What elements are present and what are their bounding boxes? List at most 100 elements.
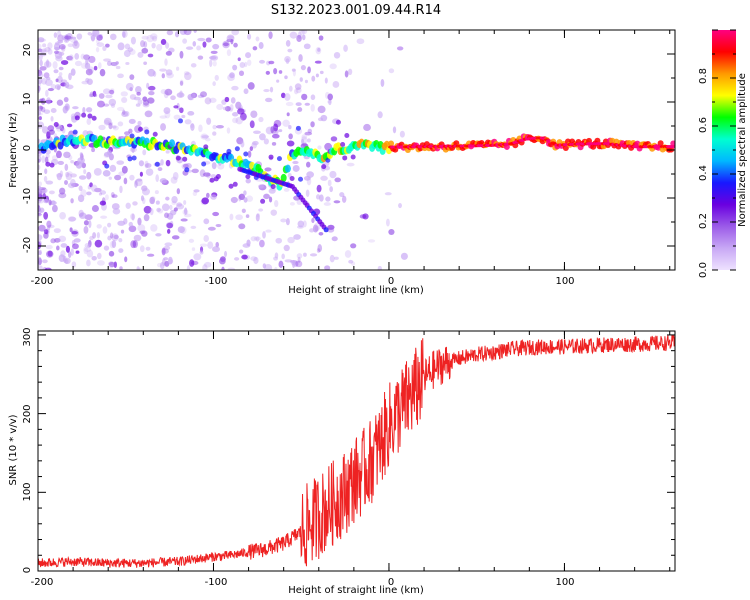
- heatmap-speckle-cell: [53, 69, 59, 74]
- heatmap-speckle-cell: [255, 36, 260, 42]
- heatmap-speckle-cell: [190, 63, 197, 68]
- heatmap-speckle-cell: [400, 252, 408, 260]
- heatmap-speckle-cell: [71, 261, 77, 268]
- heatmap-speckle-cell: [231, 112, 239, 117]
- heatmap-speckle-cell: [57, 39, 64, 44]
- heatmap-speckle-cell: [93, 168, 102, 176]
- heatmap-speckle-cell: [222, 106, 228, 111]
- heatmap-speckle-cell: [264, 263, 273, 270]
- heatmap-speckle-cell: [226, 127, 231, 134]
- heatmap-speckle-cell: [204, 261, 212, 268]
- heatmap-speckle-cell: [187, 95, 195, 101]
- heatmap-speckle-cell: [78, 175, 87, 180]
- heatmap-speckle-cell: [165, 150, 170, 154]
- heatmap-speckle-cell: [333, 200, 341, 204]
- colorbar-tick-label: 0.0: [698, 262, 709, 278]
- snr-x-tick-label: 100: [555, 577, 574, 588]
- heatmap-speckle-cell: [55, 78, 59, 83]
- heatmap-speckle-cell: [96, 42, 105, 48]
- heatmap-speckle-cell: [197, 37, 206, 42]
- heatmap-speckle-cell: [252, 46, 258, 51]
- heatmap-speckle-cell: [190, 93, 196, 98]
- heatmap-speckle-cell: [165, 51, 173, 56]
- heatmap-speckle-cell: [108, 261, 116, 268]
- snr-x-tick-label: 0: [388, 577, 394, 588]
- heatmap-speckle-cell: [64, 35, 72, 40]
- heatmap-speckle-cell: [96, 224, 102, 229]
- heatmap-speckle-cell: [46, 227, 51, 231]
- heatmap-speckle-cell: [80, 53, 86, 60]
- heatmap-speckle-cell: [38, 69, 43, 77]
- heatmap-speckle-cell: [201, 135, 210, 139]
- heatmap-speckle-cell: [331, 236, 338, 242]
- heatmap-speckle-cell: [64, 103, 70, 111]
- heatmap-speckle-cell: [49, 190, 55, 195]
- heatmap-speckle-cell: [250, 110, 258, 118]
- heatmap-speckle-cell: [123, 218, 128, 225]
- heatmap-speckle-cell: [377, 265, 382, 270]
- heatmap-speckle-cell: [301, 134, 308, 140]
- heatmap-speckle-cell: [188, 238, 195, 243]
- heatmap-speckle-cell: [347, 68, 353, 76]
- heatmap-speckle-cell: [102, 88, 111, 95]
- heatmap-speckle-cell: [107, 121, 113, 126]
- heatmap-speckle-cell: [94, 93, 98, 97]
- heatmap-speckle-cell: [163, 107, 171, 115]
- heatmap-speckle-cell: [40, 47, 48, 56]
- heatmap-speckle-cell: [380, 79, 385, 87]
- heatmap-speckle-cell: [179, 30, 187, 35]
- heatmap-ridge-cell: [57, 141, 64, 150]
- heatmap-speckle-cell: [63, 97, 69, 103]
- heatmap-speckle-cell: [186, 265, 191, 270]
- colorbar-tick-label: 0.8: [698, 68, 709, 84]
- heatmap-speckle-cell: [113, 234, 119, 240]
- heatmap-speckle-cell: [274, 199, 279, 208]
- heatmap-speckle-cell: [231, 30, 240, 36]
- heatmap-speckle-cell: [265, 70, 270, 75]
- heatmap-speckle-cell: [39, 106, 44, 110]
- heatmap-ridge-cell: [226, 148, 232, 154]
- heatmap-speckle-cell: [67, 251, 72, 259]
- heatmap-speckle-cell: [38, 197, 45, 204]
- heatmap-speckle-cell: [143, 61, 148, 65]
- heatmap-speckle-cell: [159, 68, 167, 72]
- heatmap-speckle-cell: [258, 208, 264, 212]
- heatmap-speckle-cell: [53, 42, 61, 51]
- heatmap-speckle-cell: [273, 119, 282, 128]
- heatmap-speckle-cell: [47, 125, 55, 132]
- heatmap-speckle-cell: [212, 246, 220, 253]
- heatmap-speckle-cell: [237, 108, 245, 115]
- heatmap-speckle-cell: [58, 192, 67, 199]
- heatmap-speckle-cell: [38, 213, 41, 218]
- heatmap-speckle-cell: [39, 207, 45, 213]
- heatmap-speckle-cell: [230, 196, 238, 204]
- heatmap-speckle-cell: [133, 96, 141, 101]
- heatmap-speckle-cell: [38, 181, 43, 187]
- heatmap-speckle-cell: [230, 38, 234, 45]
- heatmap-speckle-cell: [192, 41, 197, 47]
- heatmap-speckle-cell: [58, 235, 67, 243]
- heatmap-speckle-cell: [160, 159, 164, 166]
- heatmap-speckle-cell: [118, 248, 124, 254]
- figure-title: S132.2023.001.09.44.R14: [271, 3, 441, 18]
- heatmap-speckle-cell: [160, 38, 167, 46]
- heatmap-speckle-cell: [245, 52, 252, 59]
- heatmap-speckle-cell: [263, 193, 270, 200]
- heatmap-speckle-cell: [221, 266, 225, 270]
- heatmap-speckle-cell: [227, 267, 236, 270]
- heatmap-speckle-cell: [94, 239, 103, 248]
- spectrogram-y-tick-label: 20: [22, 44, 33, 57]
- heatmap-speckle-cell: [282, 119, 290, 127]
- heatmap-speckle-cell: [47, 88, 54, 92]
- heatmap-ridge-cell: [209, 177, 215, 183]
- heatmap-speckle-cell: [70, 113, 77, 120]
- heatmap-speckle-cell: [128, 225, 137, 233]
- heatmap-speckle-cell: [300, 65, 306, 71]
- spectrogram-x-axis-label: Height of straight line (km): [288, 285, 424, 296]
- heatmap-speckle-cell: [302, 220, 307, 228]
- heatmap-speckle-cell: [292, 260, 296, 268]
- heatmap-ridge-cell: [182, 156, 188, 162]
- heatmap-speckle-cell: [132, 201, 138, 206]
- heatmap-speckle-cell: [124, 256, 128, 263]
- heatmap-speckle-cell: [239, 62, 246, 68]
